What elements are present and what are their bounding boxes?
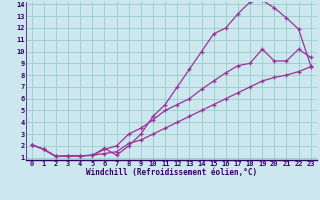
X-axis label: Windchill (Refroidissement éolien,°C): Windchill (Refroidissement éolien,°C)	[86, 168, 257, 177]
